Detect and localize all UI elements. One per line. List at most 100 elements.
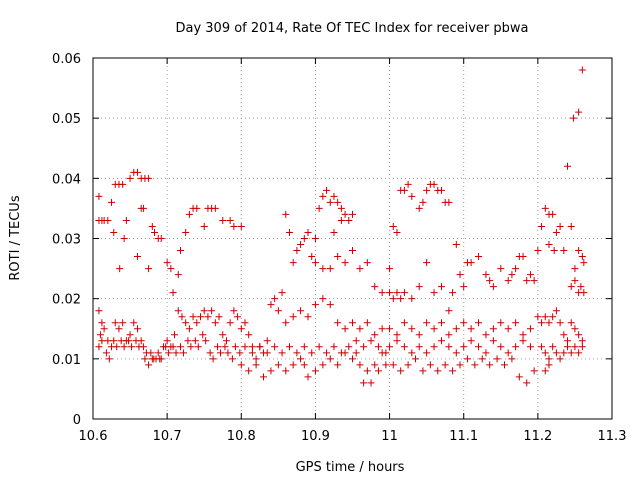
data-point: [337, 204, 345, 212]
data-point: [98, 337, 106, 345]
data-point: [534, 313, 542, 321]
data-point: [172, 349, 180, 357]
data-point: [400, 289, 408, 297]
data-point: [386, 325, 394, 333]
data-point: [323, 349, 331, 357]
data-point: [578, 337, 586, 345]
data-point: [456, 271, 464, 279]
data-point: [571, 277, 579, 285]
data-point: [241, 319, 249, 327]
data-point: [515, 373, 523, 381]
data-point: [304, 373, 312, 381]
data-point: [297, 241, 305, 249]
data-point: [356, 265, 364, 273]
data-point: [319, 295, 327, 303]
data-point: [423, 319, 431, 327]
data-point: [463, 355, 471, 363]
data-point: [115, 325, 123, 333]
data-point: [508, 355, 516, 363]
data-point: [256, 343, 264, 351]
data-point: [104, 216, 112, 224]
data-point: [197, 313, 205, 321]
data-point: [308, 349, 316, 357]
data-point: [512, 265, 520, 273]
data-point: [326, 198, 334, 206]
data-point: [231, 343, 239, 351]
data-point: [445, 198, 453, 206]
data-point: [567, 319, 575, 327]
data-point: [460, 343, 468, 351]
data-point: [163, 337, 171, 345]
data-point: [267, 367, 275, 375]
data-point: [430, 289, 438, 297]
data-point: [389, 295, 397, 303]
data-point: [549, 343, 557, 351]
data-point: [226, 319, 234, 327]
data-point: [311, 259, 319, 267]
data-point: [452, 241, 460, 249]
data-point: [120, 235, 128, 242]
data-point: [245, 367, 253, 375]
data-point: [445, 331, 453, 339]
data-point: [419, 198, 427, 206]
data-point: [95, 343, 103, 351]
data-point: [567, 222, 575, 230]
x-tick-label: 10.7: [153, 429, 182, 444]
data-point: [110, 337, 118, 345]
data-point: [174, 307, 182, 315]
data-point: [538, 222, 546, 230]
data-point: [523, 379, 531, 387]
data-point: [157, 355, 165, 363]
data-point: [182, 319, 190, 327]
data-point: [504, 325, 512, 333]
data-point: [211, 319, 219, 327]
data-point: [119, 319, 127, 327]
data-point: [452, 325, 460, 333]
data-point: [393, 289, 401, 297]
data-point: [315, 204, 323, 212]
data-point: [541, 313, 549, 321]
data-point: [578, 66, 586, 74]
x-tick-label: 11: [381, 429, 398, 444]
data-point: [171, 331, 179, 339]
data-point: [176, 247, 184, 255]
data-point: [500, 361, 508, 369]
data-point: [191, 337, 199, 345]
x-tick-label: 10.8: [227, 429, 256, 444]
data-point: [571, 265, 579, 273]
data-point: [526, 325, 534, 333]
data-point: [157, 235, 165, 242]
data-point: [404, 361, 412, 369]
data-point: [241, 343, 249, 351]
data-point: [389, 361, 397, 369]
data-point: [211, 204, 219, 212]
data-point: [237, 325, 245, 333]
data-point: [145, 265, 153, 273]
data-point: [285, 228, 293, 236]
data-point: [523, 277, 531, 285]
data-point: [356, 325, 364, 333]
data-point: [179, 349, 187, 357]
data-point: [534, 247, 542, 255]
data-point: [341, 325, 349, 333]
data-point: [334, 361, 342, 369]
data-point: [341, 259, 349, 267]
data-point: [445, 343, 453, 351]
data-point: [374, 343, 382, 351]
data-point: [326, 265, 334, 273]
data-point: [415, 331, 423, 339]
data-point: [423, 349, 431, 357]
data-point: [386, 343, 394, 351]
x-tick-label: 11.1: [449, 429, 478, 444]
data-point: [512, 319, 520, 327]
data-point: [128, 343, 136, 351]
data-point: [300, 343, 308, 351]
data-point: [389, 222, 397, 230]
data-point: [245, 331, 253, 339]
data-point: [577, 283, 585, 291]
data-point: [95, 307, 103, 315]
data-point: [460, 319, 468, 327]
data-point: [349, 319, 356, 327]
data-point: [374, 367, 382, 375]
